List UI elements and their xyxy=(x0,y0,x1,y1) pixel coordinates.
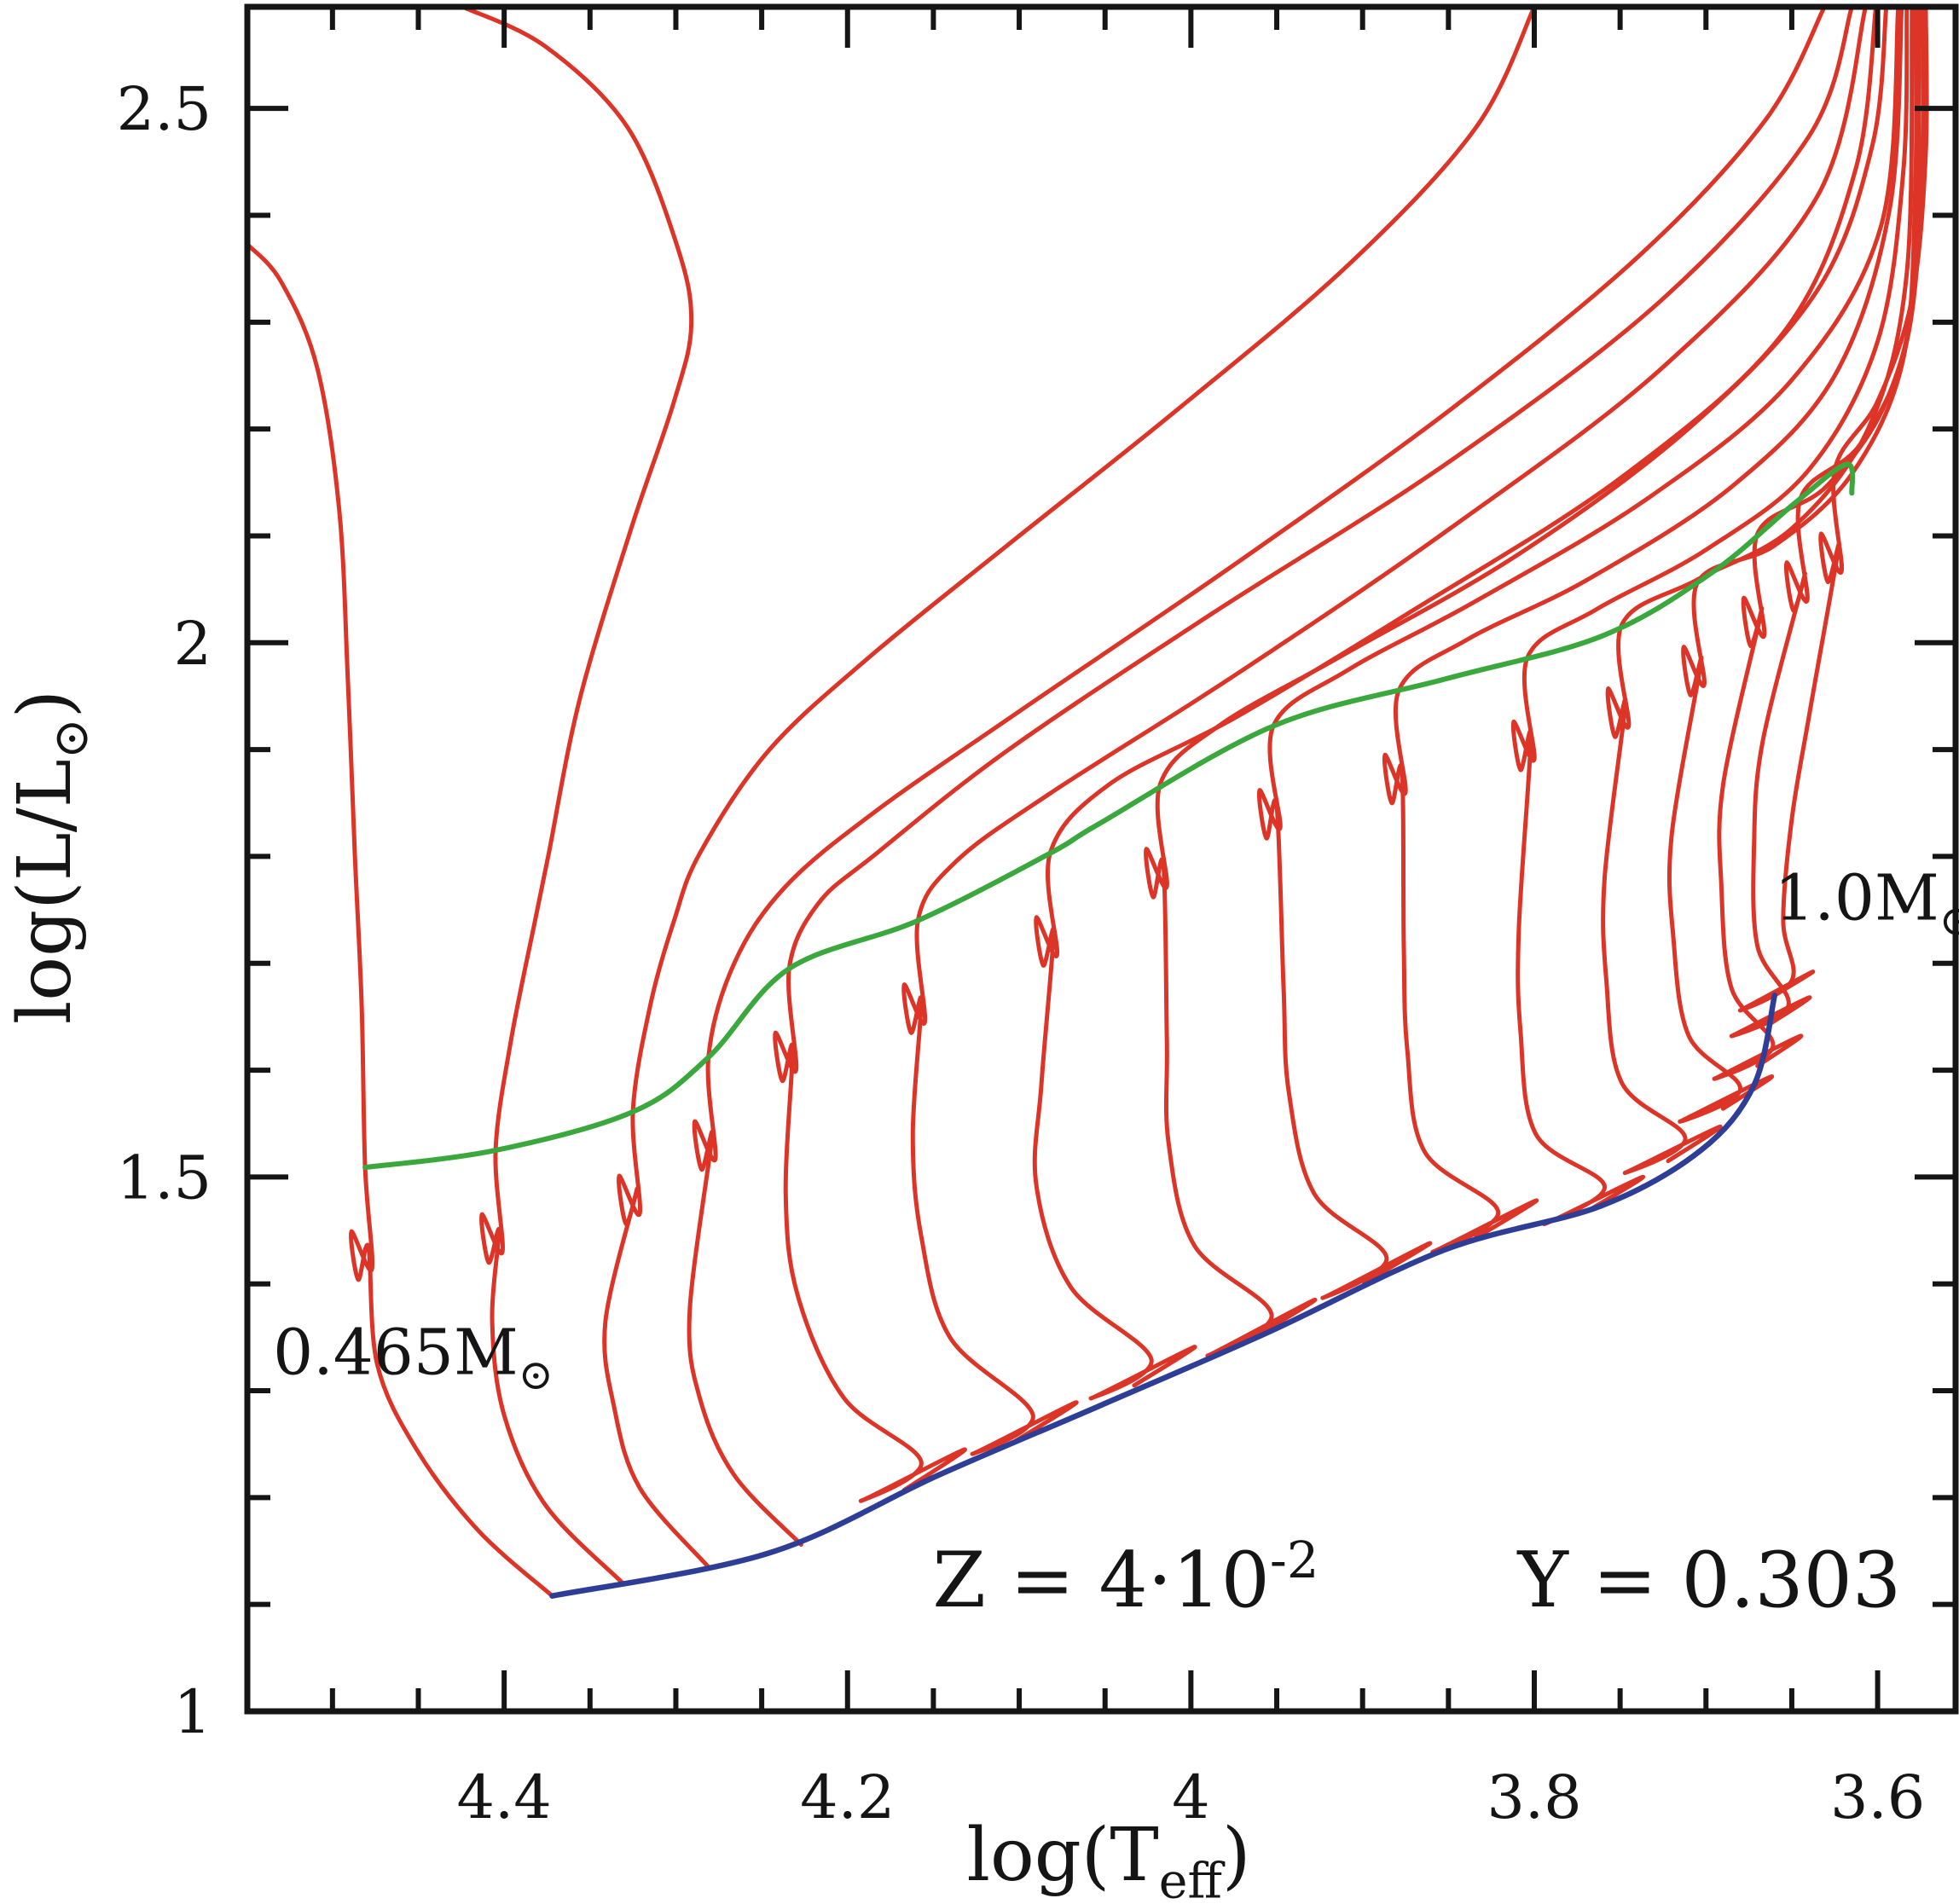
x-tick-label: 3.8 xyxy=(1487,1762,1581,1832)
label-part: ⊙ xyxy=(519,1351,554,1399)
zahb-line xyxy=(549,993,1778,1599)
mass-low-label: 0.465M⊙ xyxy=(273,1316,554,1399)
evolutionary-track-11 xyxy=(1510,7,1910,1227)
evolutionary-track-8 xyxy=(1143,7,1889,1358)
series-layer xyxy=(247,7,1929,1599)
x-axis-label: log(Teff) xyxy=(966,1813,1250,1904)
label-part: Z = 4·10 xyxy=(932,1536,1270,1625)
evolutionary-track-4 xyxy=(687,7,1827,1547)
evolutionary-track-6 xyxy=(901,7,1868,1456)
helium-label: Y = 0.303 xyxy=(1516,1536,1901,1625)
y-tick-label: 2 xyxy=(173,609,212,679)
x-tick-label: 3.6 xyxy=(1830,1762,1925,1832)
evolutionary-track-9 xyxy=(1256,7,1901,1300)
x-tick-label: 4.2 xyxy=(800,1762,895,1832)
plot-frame xyxy=(244,3,1959,1715)
label-part: -2 xyxy=(1270,1531,1319,1589)
label-part: log(T xyxy=(966,1813,1158,1898)
he-exhaustion-line xyxy=(362,461,1856,1171)
label-part: 0.465M xyxy=(273,1316,519,1389)
x-tick-label: 4 xyxy=(1172,1762,1210,1832)
label-part: ) xyxy=(3,690,88,719)
y-tick-label: 2.5 xyxy=(117,74,212,144)
evolutionary-track-3 xyxy=(602,7,1537,1570)
y-tick-label: 1 xyxy=(173,1677,212,1747)
x-tick-label: 4.4 xyxy=(456,1762,551,1832)
label-part: Y = 0.303 xyxy=(1516,1536,1901,1625)
evolutionary-track-15 xyxy=(1729,7,1926,1039)
evolutionary-track-16 xyxy=(1738,7,1929,1013)
label-part: log(L/L xyxy=(3,759,88,1024)
mass-high-label: 1.0M⊙ xyxy=(1774,862,1959,946)
label-part: ⊙ xyxy=(43,718,100,759)
label-part: eff xyxy=(1159,1854,1226,1904)
metallicity-label: Z = 4·10-2 xyxy=(932,1531,1319,1625)
evolutionary-track-10 xyxy=(1382,7,1904,1254)
evolutionary-track-2 xyxy=(461,7,694,1586)
evolutionary-track-12 xyxy=(1601,7,1915,1175)
y-axis-label: log(L/L⊙) xyxy=(3,690,100,1024)
label-part: 1.0M xyxy=(1774,862,1939,935)
label-part: ⊙ xyxy=(1939,896,1959,945)
axis-ticks xyxy=(247,7,1956,1714)
label-part: ) xyxy=(1222,1813,1251,1898)
evolutionary-track-1 xyxy=(247,243,554,1599)
evolutionary-track-5 xyxy=(773,7,1854,1503)
y-tick-label: 1.5 xyxy=(117,1143,212,1212)
